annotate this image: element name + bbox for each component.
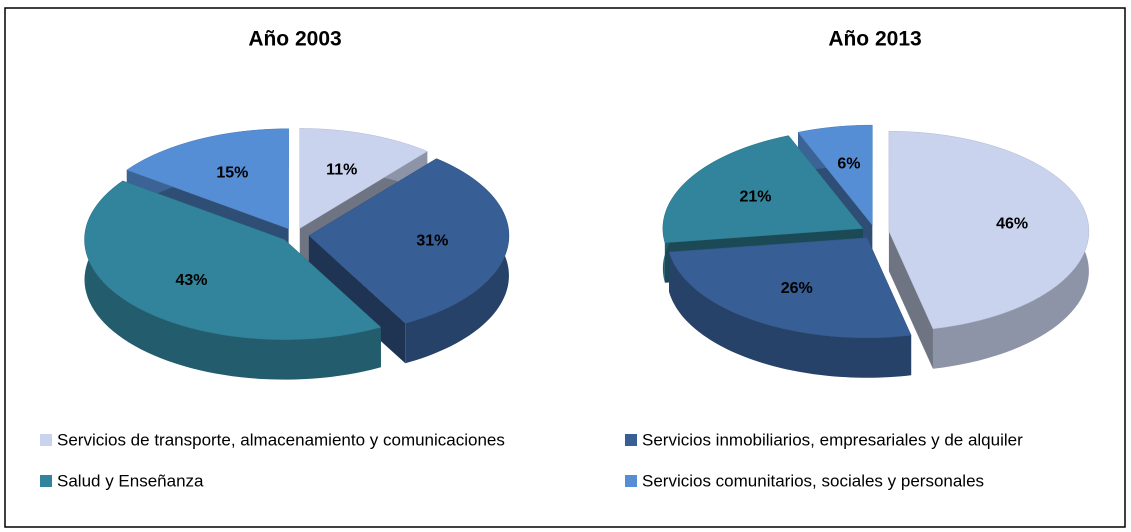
chart-title: Año 2013 (828, 28, 921, 51)
legend-swatch (625, 475, 637, 487)
slice-top (797, 124, 873, 226)
slice-side (84, 180, 381, 380)
data-label: 46% (996, 216, 1028, 233)
slice-face (308, 235, 406, 364)
data-label: 43% (175, 272, 207, 289)
slice-top (668, 237, 912, 339)
data-label: 6% (837, 155, 860, 172)
data-label: 15% (216, 165, 248, 182)
legend-swatch (40, 475, 52, 487)
slice: 46% (888, 130, 1090, 369)
data-label: 26% (781, 280, 813, 297)
slice-top (662, 135, 864, 243)
slice: 31% (308, 158, 510, 364)
legend-swatch (625, 434, 637, 446)
slice-top (126, 128, 289, 230)
slice: 43% (84, 180, 382, 380)
slice-side (669, 251, 912, 378)
data-label: 31% (416, 233, 448, 250)
legend-label: Servicios de transporte, almacenamiento … (57, 430, 505, 449)
slice-top (299, 128, 428, 229)
slice-top (888, 130, 1090, 330)
legend-label: Servicios comunitarios, sociales y perso… (642, 471, 984, 490)
chart-title: Año 2003 (248, 28, 341, 51)
legend-label: Salud y Enseñanza (57, 471, 204, 490)
slice-top (84, 180, 382, 340)
data-label: 21% (739, 189, 771, 206)
legend-label: Servicios inmobiliarios, empresariales y… (642, 430, 1023, 449)
legend-swatch (40, 434, 52, 446)
slice-face (888, 231, 933, 369)
slice-top (308, 158, 510, 324)
data-label: 11% (326, 161, 357, 178)
slice: 26% (668, 237, 912, 378)
